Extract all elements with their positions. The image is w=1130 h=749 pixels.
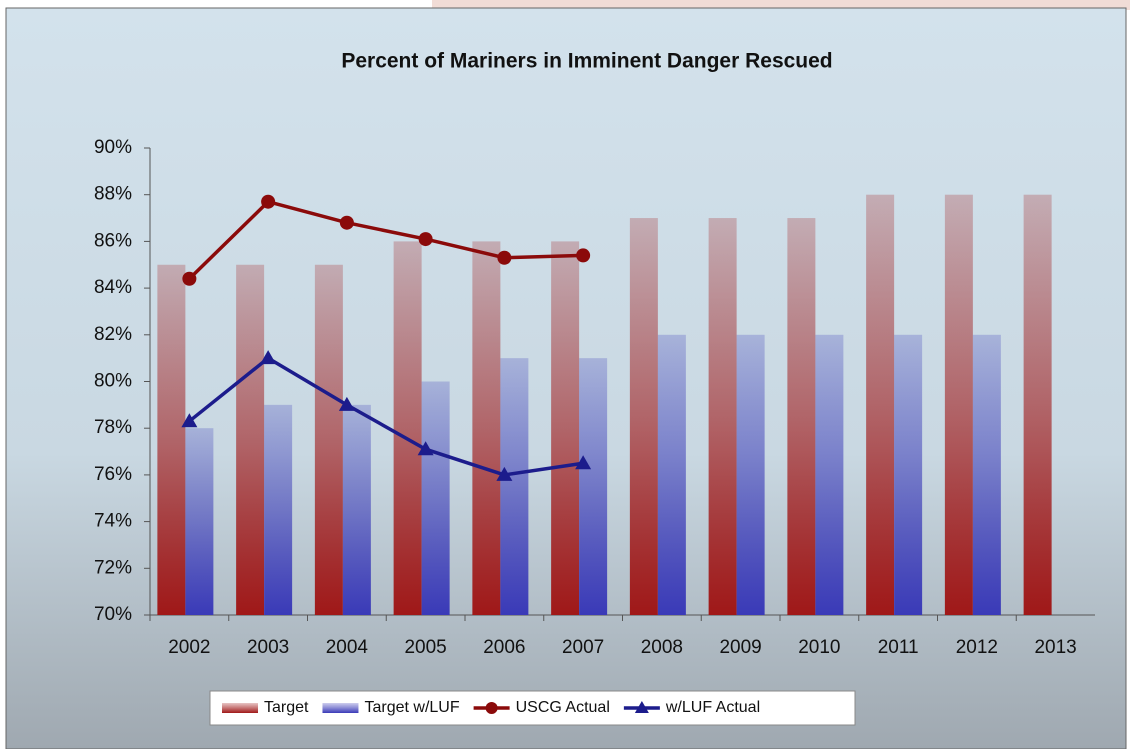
y-tick-label: 84%	[94, 277, 132, 298]
y-tick-label: 90%	[94, 137, 132, 158]
bar	[421, 381, 450, 615]
bar	[500, 358, 529, 615]
marker	[497, 250, 512, 265]
legend-marker	[634, 701, 649, 713]
bar	[866, 194, 895, 615]
bar	[314, 264, 343, 615]
legend-swatch	[222, 703, 258, 713]
line	[188, 356, 584, 477]
bar	[708, 218, 737, 616]
marker	[576, 248, 591, 263]
bar	[944, 194, 973, 615]
x-tick-label: 2007	[562, 637, 604, 658]
legend-label: w/LUF Actual	[665, 699, 760, 716]
bar	[264, 404, 293, 615]
marker	[338, 396, 355, 411]
chart-title: Percent of Mariners in Imminent Danger R…	[341, 50, 832, 73]
y-tick-label: 74%	[94, 511, 132, 532]
marker	[261, 194, 276, 209]
top-band	[432, 0, 1130, 10]
bar	[972, 334, 1001, 615]
bar	[236, 264, 265, 615]
bar	[342, 404, 371, 615]
x-tick-label: 2006	[483, 637, 525, 658]
legend-label: Target w/LUF	[364, 699, 459, 716]
y-tick-label: 72%	[94, 557, 132, 578]
bar	[736, 334, 765, 615]
x-tick-label: 2005	[404, 637, 446, 658]
y-tick-label: 70%	[94, 604, 132, 625]
x-tick-label: 2012	[956, 637, 998, 658]
bar	[657, 334, 686, 615]
y-tick-label: 80%	[94, 371, 132, 392]
line	[188, 199, 584, 281]
y-tick-label: 78%	[94, 417, 132, 438]
x-tick-label: 2004	[326, 637, 369, 658]
bar	[629, 218, 658, 616]
bar	[815, 334, 844, 615]
x-tick-label: 2013	[1034, 637, 1076, 658]
x-tick-label: 2008	[641, 637, 683, 658]
legend-label: USCG Actual	[516, 699, 610, 716]
x-tick-label: 2010	[798, 637, 840, 658]
bar	[551, 241, 580, 615]
marker	[181, 413, 198, 428]
bar	[787, 218, 816, 616]
bar	[185, 428, 214, 615]
bar	[157, 264, 186, 615]
bar	[579, 358, 608, 615]
marker	[182, 271, 197, 286]
y-tick-label: 76%	[94, 464, 132, 485]
x-tick-label: 2009	[719, 637, 761, 658]
marker	[260, 350, 277, 365]
bar	[1023, 194, 1052, 615]
legend-box	[209, 690, 856, 726]
bar	[393, 241, 422, 615]
legend-marker	[485, 702, 498, 714]
marker	[575, 455, 592, 470]
x-tick-label: 2011	[878, 637, 919, 658]
legend-label: Target	[264, 699, 309, 716]
bar	[894, 334, 923, 615]
y-tick-label: 88%	[94, 184, 132, 205]
marker	[417, 441, 434, 456]
bar	[472, 241, 501, 615]
legend-swatch	[322, 703, 359, 713]
y-tick-label: 82%	[94, 324, 132, 345]
legend: Target Target w/LUF USCG Actual w/LUF Actua…	[209, 690, 856, 726]
x-tick-label: 2002	[168, 637, 210, 658]
marker	[339, 215, 354, 230]
y-tick-label: 86%	[94, 230, 132, 251]
marker	[418, 232, 433, 247]
x-tick-label: 2003	[247, 637, 289, 658]
marker	[496, 466, 513, 481]
